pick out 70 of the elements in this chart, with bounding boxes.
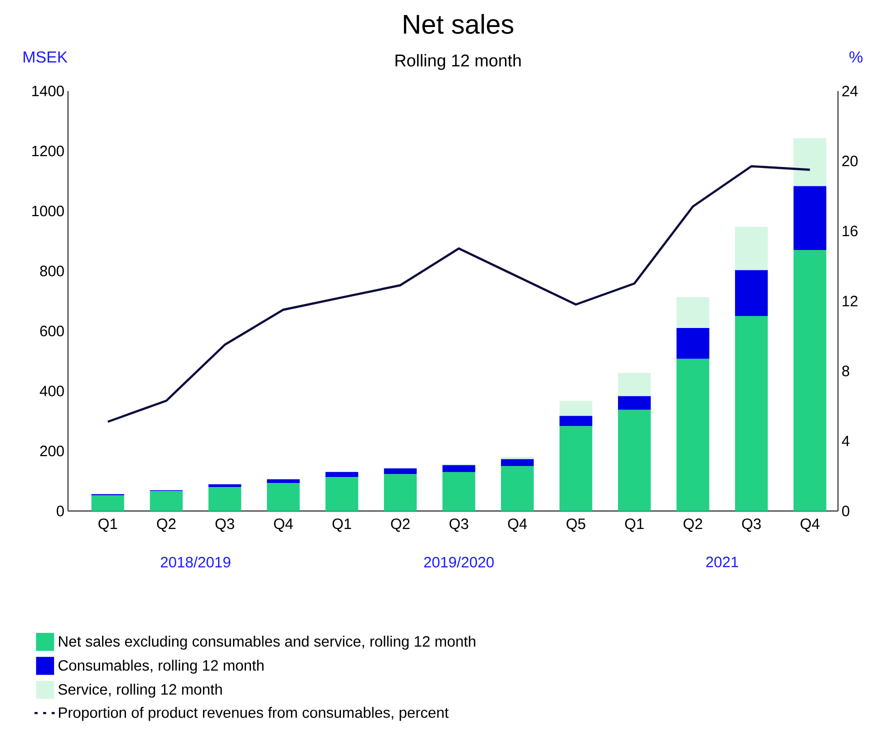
bar: [384, 468, 417, 474]
y-tick-label: 600: [40, 326, 64, 336]
text: 2021: [706, 556, 738, 568]
x-tick-label: Q5: [566, 518, 586, 532]
legend-label: Net sales excluding consumables and service, rolling 12 month: [58, 636, 476, 650]
bar: [559, 416, 592, 426]
bar: [266, 483, 300, 511]
bar: [559, 426, 592, 511]
bar: [794, 138, 826, 186]
bar: [150, 491, 183, 511]
chart-subtitle: Rolling 12 month: [396, 54, 521, 70]
y-tick-label: 1400: [32, 86, 64, 96]
bar: [208, 484, 242, 487]
bar: [676, 297, 710, 328]
line-series: [106, 165, 812, 423]
x-tick-label: Q1: [625, 518, 644, 532]
x-tick-label: Q4: [508, 518, 527, 532]
bar: [500, 466, 534, 511]
bar: [794, 186, 826, 250]
bar: [91, 495, 124, 511]
bar: [442, 472, 476, 511]
bar: [618, 372, 651, 396]
legend-label: Consumables, rolling 12 month: [58, 660, 264, 674]
y-tick-label: 1200: [32, 146, 64, 156]
x-tick-label: Q1: [332, 518, 352, 532]
y2-tick-label: 20: [842, 156, 858, 166]
x-tick-label: Q3: [450, 518, 468, 532]
x-tick-label: Q2: [391, 518, 410, 532]
chart-title: Net sales: [404, 14, 514, 34]
x-tick-label: Q2: [157, 518, 176, 532]
bar: [442, 465, 476, 472]
bar: [735, 226, 768, 270]
bar: [735, 316, 768, 511]
x-tick-label: Q3: [216, 518, 234, 532]
bar: [500, 459, 534, 466]
bar: [735, 270, 768, 316]
text: 2018/2019: [160, 556, 230, 568]
y2-axis-title: %: [849, 51, 863, 63]
bar: [676, 358, 710, 511]
x-tick-label: Q2: [684, 518, 702, 532]
y-tick-label: 1000: [32, 206, 64, 216]
legend-label: Service, rolling 12 month: [58, 684, 222, 698]
bar: [325, 472, 358, 478]
x-tick-label: Q4: [274, 518, 293, 532]
bar: [266, 479, 300, 484]
x-tick-label: Q4: [800, 518, 820, 532]
y-tick-label: 400: [40, 386, 64, 396]
y-tick-label: 0: [56, 506, 64, 516]
y2-tick-label: 12: [842, 296, 858, 306]
y2-tick-label: 16: [842, 226, 858, 236]
y-tick-label: 800: [40, 266, 64, 276]
y2-tick-label: 24: [842, 86, 858, 96]
bar: [618, 410, 651, 511]
y-tick-label: 200: [40, 446, 64, 456]
bar: [500, 456, 534, 460]
bar: [676, 328, 710, 359]
bar: [325, 477, 358, 511]
bar: [208, 486, 242, 511]
bar: [794, 250, 826, 511]
bar: [618, 396, 651, 410]
y-axis-title: MSEK: [24, 51, 68, 63]
text: 2019/2020: [424, 556, 494, 568]
y2-tick-label: 8: [842, 366, 850, 376]
legend-label: Proportion of product revenues from consumables, percent: [58, 706, 449, 721]
x-tick-label: Q1: [98, 518, 118, 532]
x-tick-label: Q3: [742, 518, 761, 532]
y2-tick-label: 4: [842, 436, 850, 446]
bar: [559, 400, 592, 416]
y2-tick-label: 0: [842, 506, 850, 516]
bar: [384, 474, 417, 511]
